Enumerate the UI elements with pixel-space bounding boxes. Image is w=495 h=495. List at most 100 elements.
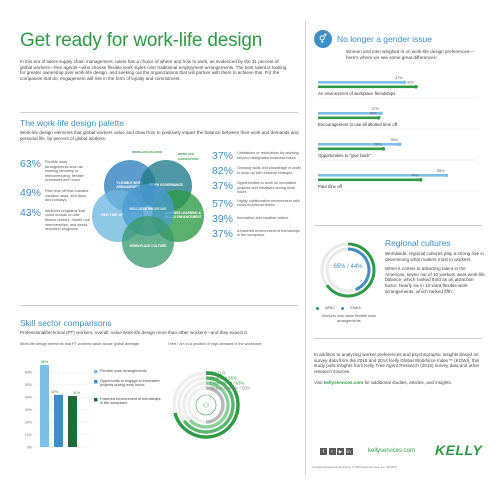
footer-url[interactable]: kellyservices.com <box>368 448 416 454</box>
palette-section: The work-life design palette Work-life d… <box>20 118 300 141</box>
data-label: 37% <box>395 76 403 80</box>
bar-end <box>402 80 407 85</box>
arc-label: IT / 71% <box>210 371 226 376</box>
category-label: Paid time off <box>318 184 343 189</box>
stat-item: 43% Wellness programs that could include… <box>20 207 90 232</box>
legend-emea: EMEA <box>350 306 361 310</box>
stat-pct: 63% <box>20 158 42 170</box>
right-divider-1 <box>314 225 482 226</box>
data-label: 41% <box>73 391 81 395</box>
donut-legend: APAC EMEA <box>316 306 361 311</box>
bar <box>318 143 400 146</box>
venn-culture-label: WORKPLACE CULTURE <box>129 244 167 249</box>
palette-right-stats: 37% Limitations or restrictions for work… <box>212 150 302 240</box>
donut-emea <box>347 247 371 291</box>
regional-paragraph-2: When it comes to attracting talent in th… <box>385 266 485 294</box>
youtube-icon[interactable]: ▶ <box>337 448 344 455</box>
tick-label: 30% <box>25 408 33 412</box>
palette-description: Work-life design elements that global wo… <box>20 130 299 141</box>
skill-description: Professional/technical (PT) workers, ove… <box>20 330 248 335</box>
legend-item: Fostered environment of friendships in t… <box>100 397 161 406</box>
bar <box>318 174 447 177</box>
stat-item: 63% Flexible work arrangements such as w… <box>20 158 90 183</box>
about-text: In addition to analyzing worker preferen… <box>314 352 480 374</box>
demand-arc-chart: IT / 71%Finance / 65%Engineering / 63%Gl… <box>172 371 251 439</box>
venn-culture: WORKPLACE CULTURE <box>122 216 174 268</box>
stat-text: Innovative and creative culture <box>237 215 289 220</box>
gender-subtitle: Women and men weighed in on work-life de… <box>346 49 474 60</box>
arc <box>182 376 235 434</box>
bar <box>318 81 405 84</box>
arc-label: Engineering / 63% <box>210 381 244 386</box>
stat-text: Highly collaborative environment with cr… <box>237 198 300 208</box>
stat-text: Limitations or restrictions for working … <box>237 151 299 160</box>
data-label: 55% <box>437 169 445 173</box>
stat-item: 37% A fostered environment of friendship… <box>212 228 302 240</box>
tick-label: 0% <box>27 445 33 449</box>
arc-label: Finance / 65% <box>210 376 237 381</box>
data-label: 26% <box>369 112 377 116</box>
stat-pct: 49% <box>20 186 42 199</box>
stat-item: 37% Limitations or restrictions for work… <box>212 150 302 162</box>
page-title: Get ready for work-life design <box>20 30 263 51</box>
arc <box>173 371 240 439</box>
bar-end <box>418 178 423 182</box>
category-label: An environment of workplace friendships <box>318 91 395 96</box>
regional-donut: 65% / 44% APAC EMEA Workers who value fl… <box>314 236 384 331</box>
data-label: 66% <box>41 360 49 364</box>
regional-title: Regional cultures <box>385 238 451 248</box>
about-section: In addition to analyzing worker preferen… <box>314 352 482 386</box>
bar <box>318 85 416 89</box>
facebook-icon[interactable]: f <box>320 448 327 455</box>
twitter-icon[interactable]: t <box>328 448 336 455</box>
venn-diagram: WORK-LIFE BALANCE WORK-LIFE SATISFACTION… <box>92 150 210 280</box>
intro-text: In this era of talent supply chain manag… <box>20 59 287 81</box>
data-label: 42% <box>51 390 59 394</box>
tick-label: 60% <box>25 371 33 375</box>
arc-label: Global average / 50% <box>210 386 251 391</box>
stat-item: 39% Innovative and creative culture <box>212 213 302 225</box>
visit-prefix: Visit <box>314 380 324 386</box>
legend-apac: APAC <box>325 306 336 310</box>
bar-end <box>414 85 418 89</box>
regional-donut-chart <box>320 242 376 298</box>
tick-label: 10% <box>25 433 33 437</box>
pt-bar-chart: 60% 50% 40% 30% 20% 10% 0% 66% 42% 41% Flexible wo… <box>25 360 161 449</box>
stat-text: A fostered environment of friendships in… <box>237 228 300 238</box>
arc <box>205 386 225 424</box>
bar <box>318 178 421 182</box>
stat-text: Wellness programs that could include on-… <box>45 208 90 232</box>
bar <box>318 112 381 115</box>
venn-flexible-label: FLEXIBLE WORK ARRANGEMENTS <box>116 181 144 189</box>
visit-link[interactable]: kellyservices.com <box>323 380 364 386</box>
donut-apac <box>325 242 376 298</box>
stat-text: Growing skills and knowledge in order to… <box>237 166 301 175</box>
stat-item: 49% Paid time off that includes vacation… <box>20 187 90 203</box>
legend-swatch <box>94 398 98 402</box>
legend-label: Opportunity to engage in innovative proj… <box>100 378 160 388</box>
bar <box>54 394 63 447</box>
right-divider-2 <box>314 338 482 339</box>
chart1-caption: Work-life design elements that PT worker… <box>20 342 140 346</box>
legend-item: Flexible work arrangements <box>100 368 147 373</box>
stat-pct: 37% <box>212 227 234 240</box>
linkedin-icon[interactable]: in <box>345 448 353 455</box>
column-divider <box>305 20 306 475</box>
header: Get ready for work-life design In this e… <box>20 30 300 81</box>
social-icons: f t ▶ in kellyservices.com <box>320 448 415 455</box>
bar-end <box>379 111 383 116</box>
stat-text: Paid time off that includes vacation day… <box>45 188 89 203</box>
bar-end <box>397 142 402 147</box>
legend-label: Flexible work arrangements <box>100 368 147 373</box>
left-divider-2 <box>20 305 298 306</box>
gender-icon: ⚥ <box>314 30 332 48</box>
stat-item: 37% Opportunities to work on innovative … <box>212 180 302 195</box>
category-label: Opportunities to "give back" <box>318 153 371 158</box>
legend-emea-swatch <box>341 306 345 310</box>
legal-text: An Equal Opportunity Employer © 2016 Kel… <box>312 465 397 469</box>
venn-top-right-label: WORK-LIFE SATISFACTION <box>178 152 199 161</box>
gender-section: ⚥ No longer a gender issue Women and men… <box>314 30 484 60</box>
tick-label: 50% <box>25 383 33 387</box>
chart2-caption: I feel I am in a position of high demand… <box>168 342 263 346</box>
data-label: 27% <box>372 107 380 111</box>
